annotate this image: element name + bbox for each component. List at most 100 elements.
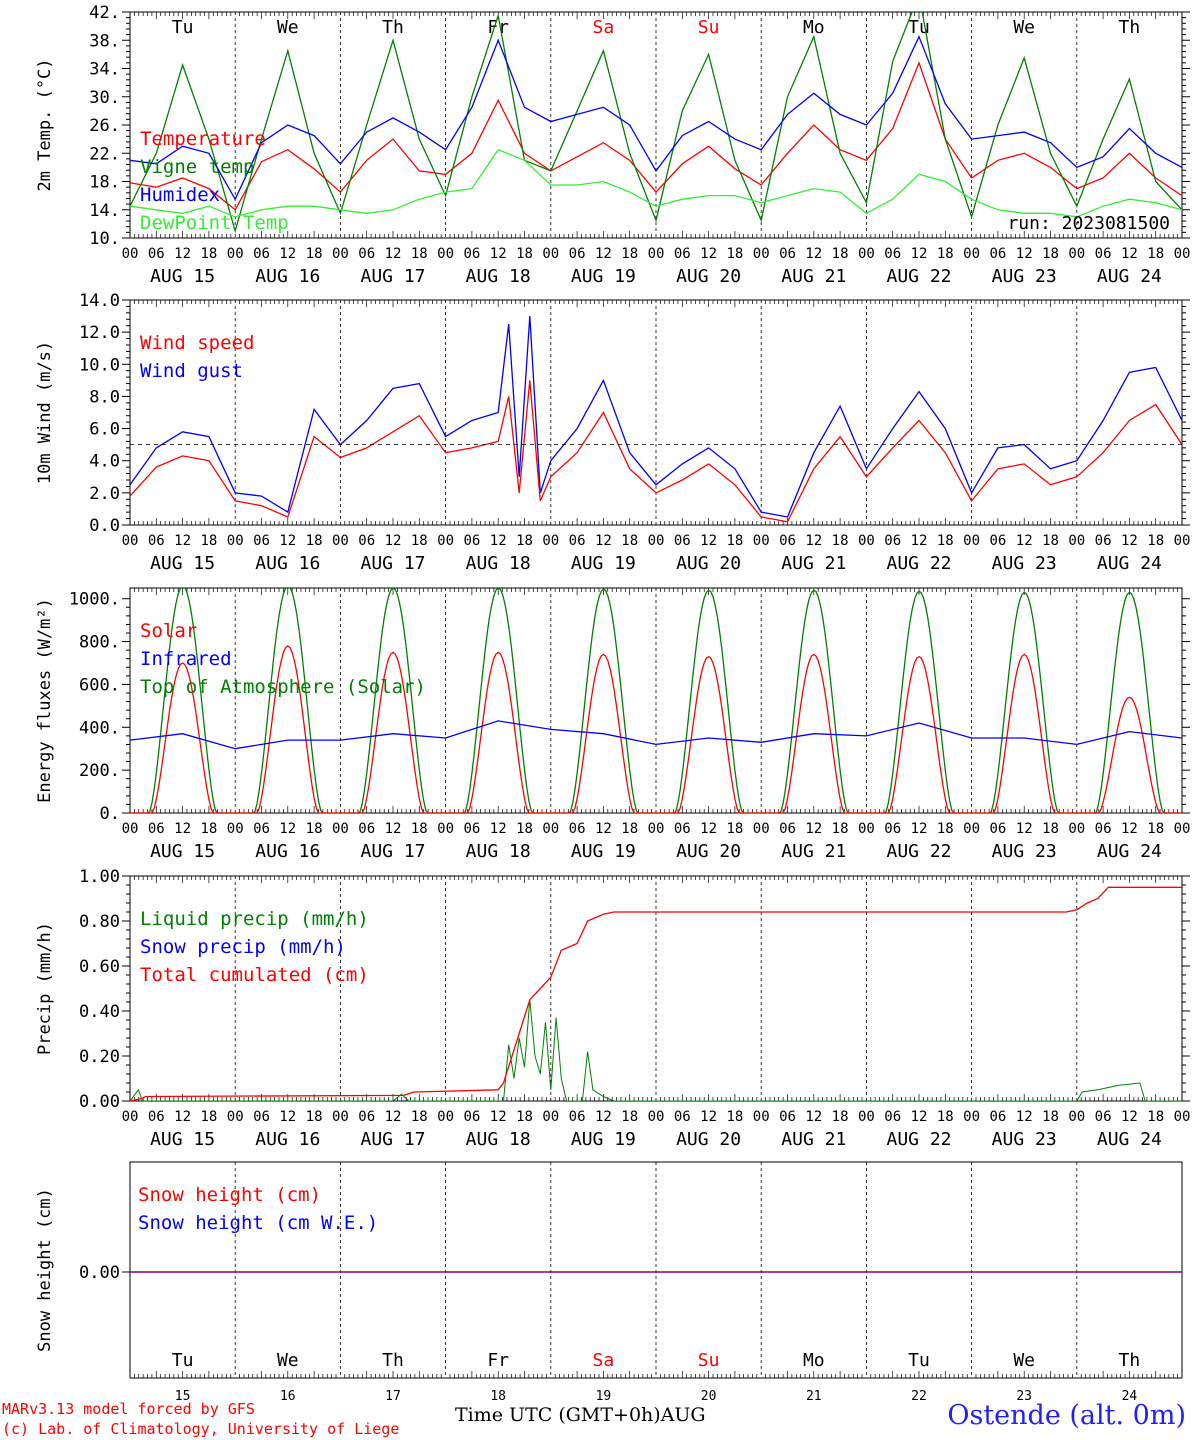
hour-label: 06 xyxy=(884,246,901,262)
hour-label: 18 xyxy=(832,533,849,549)
hour-label: 12 xyxy=(490,821,507,837)
date-label: AUG 15 xyxy=(150,841,215,862)
y-tick-label: 26. xyxy=(89,116,120,136)
hour-label: 00 xyxy=(542,821,559,837)
hour-label: 06 xyxy=(358,246,375,262)
line-wind-speed xyxy=(130,380,1182,523)
hour-label: 00 xyxy=(227,246,244,262)
legend-label: Vigne temp xyxy=(140,156,254,178)
hour-label: 06 xyxy=(779,246,796,262)
hour-label: 12 xyxy=(1016,821,1033,837)
legend-label: Total cumulated (cm) xyxy=(140,964,369,986)
panel-5: 0.00 Snow height (cm) Tu 15 We 16 Th 17 Fr 18 Sa 19… xyxy=(35,1161,1183,1404)
hour-label: 12 xyxy=(595,246,612,262)
line-total-cumulated xyxy=(130,886,1182,1101)
hour-label: 12 xyxy=(279,533,296,549)
hour-label: 00 xyxy=(858,1109,875,1125)
hour-label: 12 xyxy=(700,533,717,549)
day-number: 20 xyxy=(701,1389,717,1404)
weekday-label: Tu xyxy=(172,17,194,38)
y-tick-label: 10.0 xyxy=(79,355,120,375)
date-label: AUG 22 xyxy=(886,1129,951,1150)
y-tick-label: 600. xyxy=(79,675,120,695)
line-infrared xyxy=(130,720,1182,750)
lab-credit: (c) Lab. of Climatology, University of L… xyxy=(2,1420,400,1438)
hour-label: 00 xyxy=(1068,246,1085,262)
date-label: AUG 16 xyxy=(255,1129,320,1150)
hour-label: 18 xyxy=(1042,246,1059,262)
day-number: 24 xyxy=(1122,1389,1138,1404)
hour-label: 18 xyxy=(516,821,533,837)
series-group xyxy=(130,12,1182,234)
hour-label: 12 xyxy=(911,821,928,837)
weekday-label: We xyxy=(1013,1350,1035,1371)
hour-label: 00 xyxy=(648,246,665,262)
weekday-label: Th xyxy=(382,17,404,38)
day-number: 19 xyxy=(596,1389,612,1404)
date-label: AUG 21 xyxy=(781,266,846,287)
day-number: 16 xyxy=(280,1389,296,1404)
date-label: AUG 22 xyxy=(886,841,951,862)
hour-label: 12 xyxy=(1121,821,1138,837)
hour-label: 06 xyxy=(463,533,480,549)
legend-label: Top of Atmosphere (Solar) xyxy=(140,676,426,698)
date-label: AUG 20 xyxy=(676,1129,741,1150)
hour-label: 18 xyxy=(937,1109,954,1125)
y-tick-label: 18. xyxy=(89,173,120,193)
hour-label: 00 xyxy=(963,1109,980,1125)
date-label: AUG 21 xyxy=(781,1129,846,1150)
date-label: AUG 24 xyxy=(1097,841,1162,862)
y-tick-label: 14.0 xyxy=(79,291,120,311)
hour-label: 18 xyxy=(726,821,743,837)
hour-label: 18 xyxy=(306,821,323,837)
hour-label: 12 xyxy=(805,246,822,262)
hour-label: 06 xyxy=(253,246,270,262)
hour-label: 18 xyxy=(1147,821,1164,837)
y-axis-title: 2m Temp. (°C) xyxy=(35,58,55,191)
hour-label: 06 xyxy=(989,246,1006,262)
date-label: AUG 20 xyxy=(676,553,741,574)
hour-label: 00 xyxy=(753,1109,770,1125)
hour-label: 00 xyxy=(437,1109,454,1125)
hour-label: 00 xyxy=(648,821,665,837)
hour-label: 00 xyxy=(332,1109,349,1125)
hour-label: 12 xyxy=(700,821,717,837)
weekday-label: Sa xyxy=(593,17,615,38)
hour-label: 00 xyxy=(437,821,454,837)
hour-label: 18 xyxy=(516,533,533,549)
hour-label: 00 xyxy=(963,246,980,262)
hour-label: 12 xyxy=(1121,1109,1138,1125)
date-label: AUG 16 xyxy=(255,266,320,287)
hour-label: 00 xyxy=(122,246,139,262)
hour-label: 00 xyxy=(1068,533,1085,549)
date-label: AUG 21 xyxy=(781,553,846,574)
y-tick-label: 0.40 xyxy=(79,1002,120,1022)
y-tick-label: 14. xyxy=(89,201,120,221)
hour-label: 12 xyxy=(385,246,402,262)
panel-4: 0.00 0.20 0.40 0.60 0.80 1.00 Precip (mm/h) 00 0… xyxy=(35,867,1190,1150)
day-number: 23 xyxy=(1016,1389,1032,1404)
hour-label: 00 xyxy=(753,533,770,549)
time-axis-label: Time UTC (GMT+0h)AUG xyxy=(455,1404,706,1426)
hour-label: 18 xyxy=(516,1109,533,1125)
hour-label: 12 xyxy=(279,1109,296,1125)
legend-label: Infrared xyxy=(140,648,232,670)
weekday-label: Tu xyxy=(908,1350,930,1371)
date-label: AUG 22 xyxy=(886,553,951,574)
hour-label: 00 xyxy=(122,533,139,549)
hour-label: 12 xyxy=(174,533,191,549)
hour-label: 12 xyxy=(595,1109,612,1125)
hour-label: 00 xyxy=(542,1109,559,1125)
y-tick-label: 0.00 xyxy=(79,1263,120,1283)
legend-label: Wind speed xyxy=(140,332,254,354)
hour-label: 12 xyxy=(805,1109,822,1125)
hour-label: 00 xyxy=(648,533,665,549)
hour-label: 06 xyxy=(674,1109,691,1125)
hour-label: 12 xyxy=(279,246,296,262)
hour-label: 06 xyxy=(779,821,796,837)
hour-label: 06 xyxy=(1095,821,1112,837)
weekday-label: Th xyxy=(382,1350,404,1371)
line-liquid-precip xyxy=(130,999,1182,1101)
hour-label: 00 xyxy=(542,246,559,262)
